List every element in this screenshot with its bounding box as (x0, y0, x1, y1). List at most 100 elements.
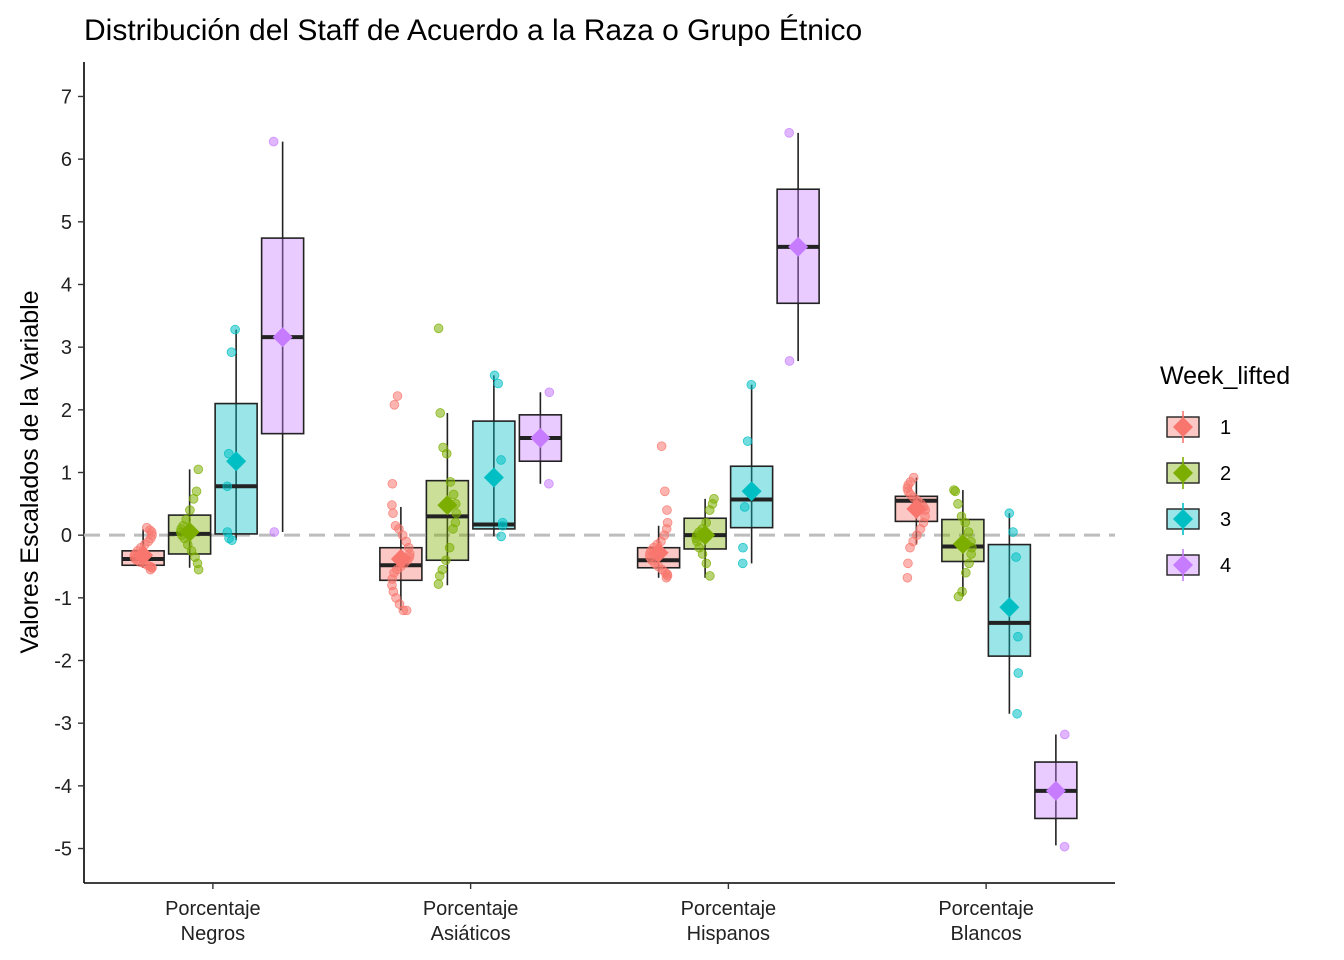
data-point (737, 558, 748, 569)
y-tick-label: -2 (54, 651, 72, 673)
x-tick-label: Porcentaje (938, 898, 1034, 920)
data-point (387, 500, 397, 510)
mean-marker (226, 451, 247, 472)
y-tick-label: 0 (61, 525, 72, 547)
mean-marker (952, 533, 973, 554)
y-tick-label: 2 (61, 400, 72, 422)
data-point (269, 527, 280, 537)
mean-marker (483, 467, 504, 488)
box-group-week-1 (894, 472, 939, 583)
box-group-week-4 (518, 387, 563, 489)
box-group-week-3 (729, 379, 774, 569)
y-tick-label: -4 (54, 776, 72, 798)
chart-title: Distribución del Staff de Acuerdo a la R… (84, 14, 862, 47)
legend-key-week-1 (1166, 411, 1200, 443)
data-point (444, 542, 455, 553)
legend-label: 1 (1220, 417, 1231, 439)
y-tick-label: 3 (61, 337, 72, 359)
data-point (1059, 729, 1070, 740)
data-point (387, 478, 398, 489)
data-point (701, 558, 712, 569)
data-point (742, 436, 753, 446)
data-point (1004, 508, 1015, 519)
data-point (433, 579, 444, 589)
data-point (784, 356, 795, 366)
y-tick-label: -5 (54, 839, 72, 861)
box-group-week-4 (776, 128, 820, 366)
data-point (544, 387, 555, 398)
data-point (388, 508, 398, 519)
data-point (960, 517, 971, 528)
box-group-week-1 (121, 522, 165, 575)
box-group-week-3 (214, 324, 258, 545)
data-point (902, 572, 913, 583)
box-group-week-2 (683, 494, 727, 581)
mean-marker (999, 597, 1020, 618)
data-point (903, 558, 913, 569)
data-point (268, 136, 279, 147)
mean-marker (437, 495, 458, 516)
data-point (704, 505, 715, 515)
legend-label: 3 (1220, 509, 1231, 531)
data-point (193, 564, 204, 575)
box-group-week-1 (636, 441, 681, 583)
legend-title: Week_lifted (1160, 362, 1290, 390)
data-point (1008, 527, 1018, 537)
data-point (445, 477, 456, 487)
data-point (1013, 631, 1023, 642)
data-point (660, 486, 670, 497)
box-group-week-2 (425, 323, 470, 589)
data-point (451, 508, 462, 519)
data-point (441, 448, 452, 459)
mean-marker (695, 525, 716, 546)
mean-marker (272, 327, 293, 348)
data-point (145, 564, 156, 575)
data-point (544, 478, 554, 489)
data-point (389, 400, 400, 410)
x-tick-label: Asiáticos (431, 923, 511, 945)
y-tick-label: 1 (61, 463, 72, 485)
data-point (705, 571, 715, 581)
y-tick-label: 4 (61, 274, 72, 296)
mean-marker (390, 548, 411, 569)
mean-marker (179, 522, 200, 543)
box-group-week-2 (941, 485, 985, 602)
data-point (433, 323, 444, 334)
legend-diamond (1173, 417, 1193, 437)
data-point (905, 542, 915, 553)
data-point (497, 520, 508, 531)
data-point (662, 505, 672, 515)
data-point (963, 527, 974, 537)
data-point (230, 324, 240, 335)
x-tick-label: Negros (181, 923, 245, 945)
box-group-week-3 (472, 370, 516, 542)
data-point (227, 535, 237, 545)
data-point (188, 494, 199, 504)
legend-diamond (1173, 509, 1193, 529)
box-group-week-2 (167, 464, 212, 575)
data-point (222, 481, 233, 492)
x-tick-label: Porcentaje (423, 898, 519, 920)
legend: Week_lifted 1 2 3 4 (1160, 362, 1290, 581)
y-tick-label: 6 (61, 149, 72, 171)
y-tick-label: 7 (61, 86, 72, 108)
plot-area: -5 -4 -3 -2 -1 0 1 2 3 4 5 6 7 Porcentaje Negros Porcen… (54, 62, 1115, 945)
y-axis-title: Valores Escalados de la Variable (16, 290, 44, 653)
box-group-week-3 (987, 508, 1032, 719)
data-point (739, 502, 750, 512)
legend-label: 4 (1220, 555, 1231, 577)
mean-marker (788, 236, 809, 257)
data-point (1012, 708, 1022, 719)
data-point (656, 441, 667, 451)
data-point (448, 489, 459, 500)
data-point (1059, 841, 1070, 852)
x-tick-label: Blancos (951, 923, 1022, 945)
data-point (401, 605, 412, 616)
x-tick-label: Hispanos (687, 923, 770, 945)
mean-marker (530, 428, 551, 449)
data-point (448, 524, 458, 534)
data-point (434, 571, 445, 581)
data-point (496, 531, 506, 542)
data-point (489, 370, 500, 381)
